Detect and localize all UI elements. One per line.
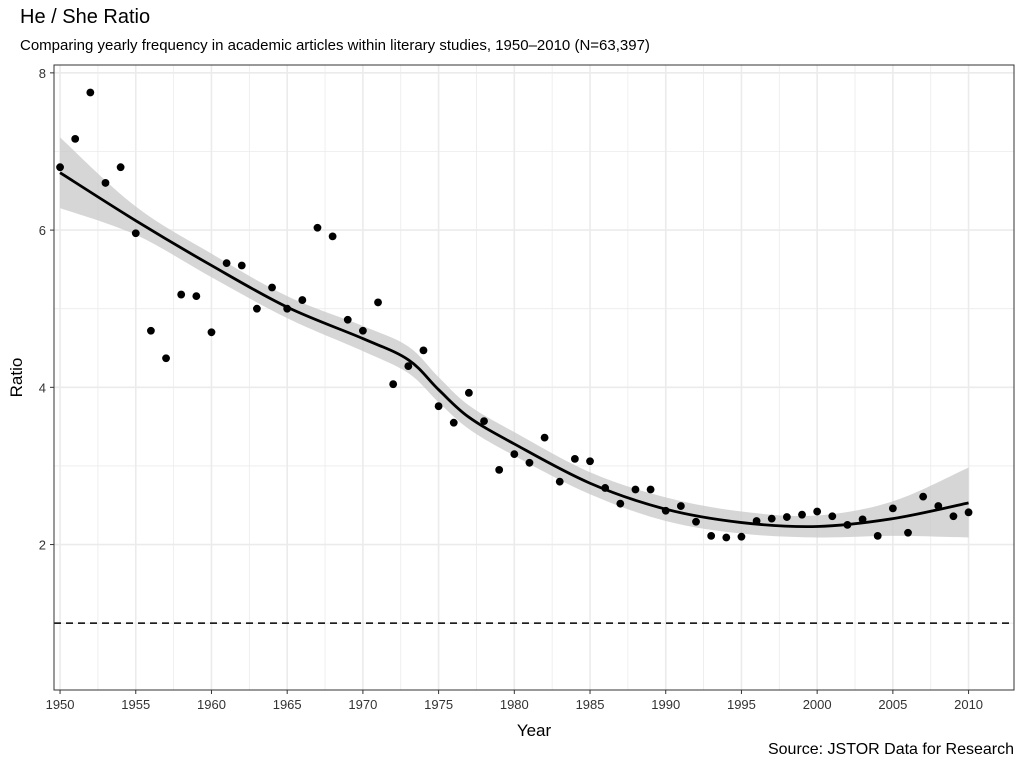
smooth-line-layer xyxy=(54,171,1014,624)
data-point xyxy=(692,517,700,526)
data-point xyxy=(464,388,473,397)
data-point xyxy=(177,290,186,299)
x-tick-label: 1955 xyxy=(121,697,150,712)
data-point xyxy=(101,179,110,187)
x-tick-label: 1990 xyxy=(651,697,680,712)
chart-title: He / She Ratio xyxy=(20,6,151,28)
data-point xyxy=(389,380,398,389)
x-tick-label: 2005 xyxy=(878,697,907,712)
data-point xyxy=(676,502,685,510)
x-tick-label: 1970 xyxy=(348,697,377,712)
chart-subtitle: Comparing yearly frequency in academic a… xyxy=(20,37,650,54)
x-tick-label: 1985 xyxy=(576,697,605,712)
x-tick-label: 2000 xyxy=(803,697,832,712)
data-point xyxy=(586,457,594,466)
data-point xyxy=(798,510,806,519)
panel-border xyxy=(53,64,1015,691)
data-point xyxy=(949,512,958,521)
data-point xyxy=(343,315,352,324)
data-point xyxy=(449,418,458,427)
y-tick-label: 6 xyxy=(39,223,46,238)
chart-caption: Source: JSTOR Data for Research xyxy=(767,741,1014,758)
y-tick-label: 4 xyxy=(39,380,46,395)
data-point xyxy=(434,402,443,411)
smooth-line xyxy=(59,171,969,529)
data-point xyxy=(707,532,716,540)
data-point xyxy=(147,326,155,335)
data-point xyxy=(828,512,837,521)
data-point xyxy=(56,163,64,172)
y-axis-title: Ratio xyxy=(7,358,26,398)
x-tick-label: 1975 xyxy=(424,697,453,712)
grid-layer xyxy=(54,65,1014,690)
data-point xyxy=(525,458,534,467)
data-point xyxy=(919,492,928,501)
data-point xyxy=(813,507,822,516)
axis-layer: 1950 1955 1960 1965 1970 1975 1980 1985 1990 1995… xyxy=(7,66,983,740)
data-point xyxy=(71,134,80,143)
data-point xyxy=(298,296,307,304)
data-point xyxy=(873,532,882,540)
data-point xyxy=(631,485,640,494)
data-point xyxy=(313,223,322,232)
data-point xyxy=(162,354,170,363)
data-point xyxy=(131,229,140,238)
data-point xyxy=(404,362,413,371)
data-point xyxy=(328,232,337,241)
data-point xyxy=(888,504,897,513)
data-point xyxy=(510,450,519,459)
data-point xyxy=(192,292,201,301)
data-point xyxy=(253,304,261,313)
panel-border-layer xyxy=(53,64,1015,691)
data-point xyxy=(722,533,731,542)
data-point xyxy=(495,465,504,474)
data-point xyxy=(555,477,564,486)
x-tick-label: 1960 xyxy=(197,697,226,712)
y-tick-label: 2 xyxy=(39,538,46,553)
data-point xyxy=(767,514,776,523)
data-point xyxy=(964,508,973,517)
data-point xyxy=(86,88,95,97)
x-tick-label: 1965 xyxy=(273,697,302,712)
data-point xyxy=(737,532,746,541)
data-point xyxy=(646,485,655,494)
data-point xyxy=(904,528,912,537)
data-point xyxy=(782,513,791,521)
data-point xyxy=(616,499,625,508)
data-point xyxy=(540,433,549,442)
data-point xyxy=(358,326,367,335)
x-tick-label: 1950 xyxy=(46,697,75,712)
data-point xyxy=(570,454,579,463)
data-point xyxy=(374,298,382,307)
y-tick-label: 8 xyxy=(39,66,46,81)
x-tick-label: 2010 xyxy=(954,697,983,712)
x-tick-label: 1980 xyxy=(500,697,529,712)
data-point xyxy=(419,346,428,355)
data-point xyxy=(222,259,231,268)
data-point xyxy=(207,328,216,337)
x-axis-title: Year xyxy=(517,721,552,740)
data-point xyxy=(116,163,125,172)
data-point xyxy=(480,417,488,426)
data-point xyxy=(237,261,246,270)
x-tick-label: 1995 xyxy=(727,697,756,712)
data-point xyxy=(268,283,276,292)
